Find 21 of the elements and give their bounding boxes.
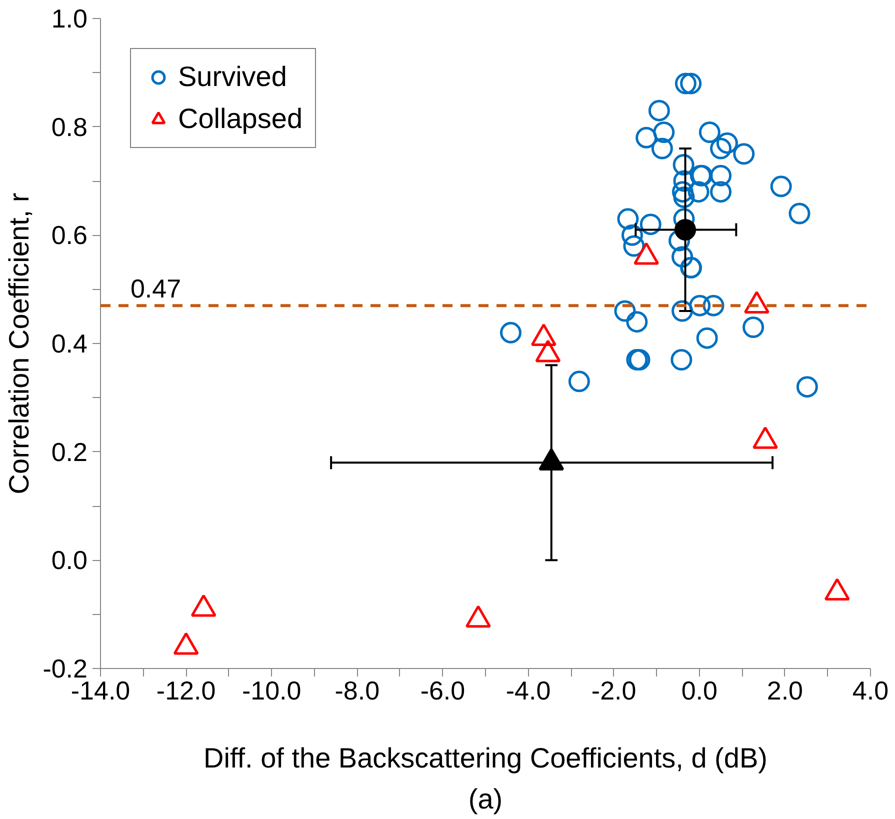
legend-label: Survived [178,61,287,93]
x-axis-title: Diff. of the Backscattering Coefficients, d (dB) [204,742,768,774]
x-tick-label: 2.0 [766,676,804,706]
legend-label: Collapsed [178,103,303,135]
y-tick-label: 1.0 [51,4,88,34]
y-axis-title: Correlation Coefficient, r [4,192,35,494]
x-tick-label: -10.0 [242,676,302,706]
x-tick-label: -8.0 [334,676,380,706]
x-tick-label: -12.0 [156,676,216,706]
y-tick-label: 0.4 [51,328,88,358]
x-tick-label: -6.0 [420,676,466,706]
ref-line-label: 0.47 [130,274,182,304]
y-tick-label: 0.2 [51,436,88,467]
x-tick-label: -2.0 [591,676,636,706]
x-tick-label: -4.0 [506,676,551,706]
x-tick-label: 0.0 [681,676,718,706]
y-tick-label: 0.0 [51,545,88,576]
y-tick-label: 0.8 [51,112,88,142]
x-tick-label: 4.0 [852,676,889,706]
y-tick-label: 0.6 [51,220,88,250]
text: (a) [468,784,503,814]
